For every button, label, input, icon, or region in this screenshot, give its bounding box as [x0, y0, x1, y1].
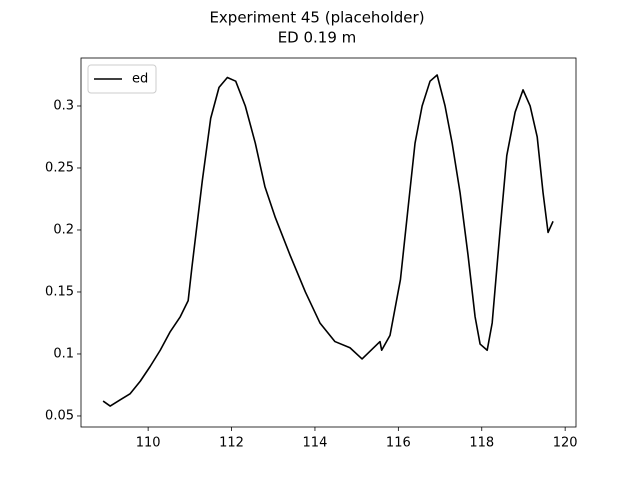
x-tick-label: 116	[386, 436, 411, 451]
y-tick-label: 0.1	[53, 346, 74, 361]
chart-subtitle: ED 0.19 m	[278, 29, 357, 47]
y-tick-label: 0.3	[53, 98, 74, 113]
plot-frame	[80, 57, 577, 428]
x-tick-label: 112	[219, 436, 244, 451]
chart-title: Experiment 45 (placeholder)	[209, 9, 424, 27]
y-tick-label: 0.25	[45, 160, 74, 175]
y-tick-label: 0.2	[53, 222, 74, 237]
y-tick-label: 0.05	[45, 408, 74, 423]
x-tick-label: 114	[303, 436, 328, 451]
data-line	[102, 74, 554, 407]
legend-label: ed	[132, 72, 148, 87]
y-tick-label: 0.15	[45, 284, 74, 299]
x-tick-label: 110	[136, 436, 161, 451]
x-tick-label: 120	[553, 436, 578, 451]
x-tick-label: 118	[469, 436, 494, 451]
